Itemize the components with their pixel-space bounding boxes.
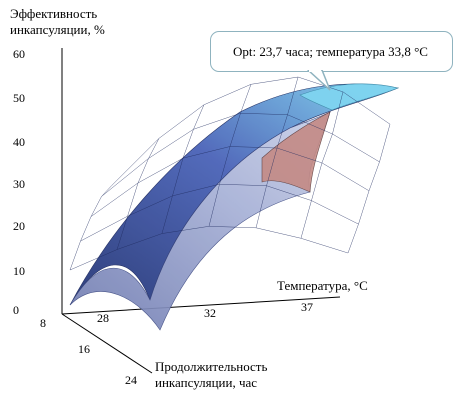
- y-axis: [61, 313, 153, 374]
- y-axis-label-line1: Продолжительность: [155, 359, 268, 374]
- z-tick-10: 10: [13, 264, 25, 278]
- mesh-column-line: [116, 138, 160, 250]
- mesh-column-line: [347, 124, 391, 254]
- y-axis-label-line2: инкапсуляции, час: [155, 375, 258, 390]
- x-tick-28: 28: [97, 311, 109, 325]
- z-tick-40: 40: [13, 135, 25, 149]
- x-tick-32: 32: [204, 306, 216, 320]
- z-axis-label-line2: инкапсуляции, %: [10, 22, 105, 37]
- mesh-column-line: [255, 76, 299, 228]
- x-tick-37: 37: [301, 300, 313, 314]
- y-tick-8: 8: [40, 316, 46, 330]
- y-tick-24: 24: [125, 373, 137, 387]
- mesh-column-line: [208, 84, 252, 227]
- x-axis-label: Температура, °C: [277, 278, 368, 293]
- z-tick-50: 50: [13, 91, 25, 105]
- z-tick-30: 30: [13, 177, 25, 191]
- mesh-column-line: [300, 91, 344, 239]
- optimum-callout: [210, 31, 453, 72]
- mesh-column-line: [69, 185, 113, 271]
- z-tick-20: 20: [13, 219, 25, 233]
- x-axis: [61, 296, 341, 315]
- y-tick-16: 16: [78, 342, 90, 356]
- optimum-annotation: Opt: 23,7 часа; температура 33,8 °C: [233, 44, 428, 59]
- response-surface: [69, 76, 400, 331]
- mesh-column-line: [161, 104, 205, 234]
- surface-peak-region: [299, 83, 399, 111]
- z-axis-label-line1: Эффективность: [10, 6, 98, 21]
- callout-pointer: [306, 70, 331, 91]
- surface-optimum-region: [261, 111, 331, 193]
- z-tick-60: 60: [13, 47, 25, 61]
- z-tick-0: 0: [13, 303, 19, 317]
